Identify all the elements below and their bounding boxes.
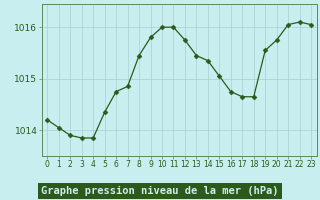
Text: Graphe pression niveau de la mer (hPa): Graphe pression niveau de la mer (hPa) bbox=[41, 186, 279, 196]
